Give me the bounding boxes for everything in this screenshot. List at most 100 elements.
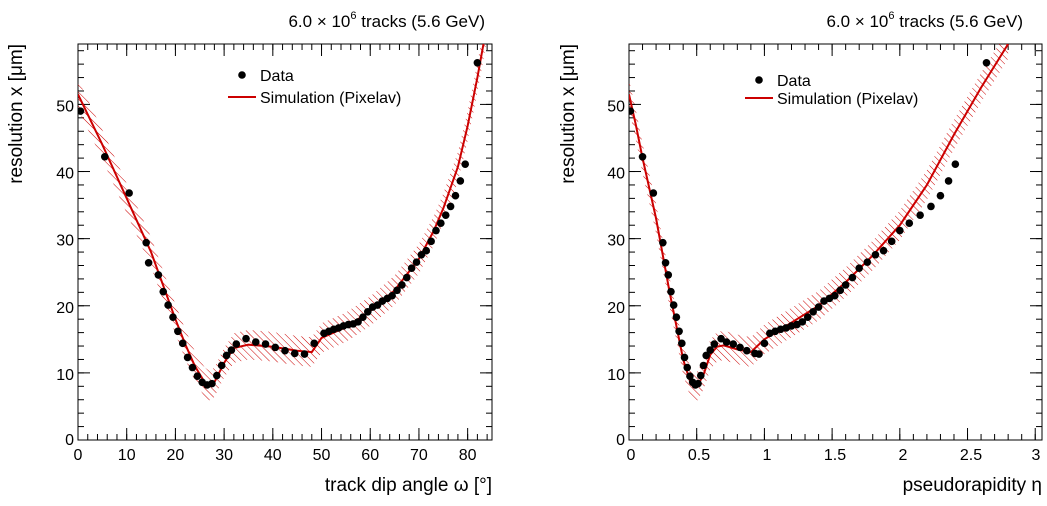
data-point [310,339,319,348]
x-tick-labels: 0 0.5 1 1.5 2 2.5 3 [627,447,1041,464]
data-point [446,202,455,211]
data-point [706,346,715,354]
data-point [887,237,896,246]
data-point [755,350,763,358]
legend-sim-label: Simulation (Pixelav) [260,90,401,107]
plot-marks [78,44,487,401]
legend-data-label: Data [260,68,294,85]
data-point [629,107,635,115]
data-point [169,313,177,321]
data-point [879,246,888,255]
data-point [951,160,960,168]
data-point [281,346,289,355]
panel-dip-angle: 0 10 20 30 40 50 60 70 80 0 10 20 30 40 … [6,10,493,496]
data-point [696,371,705,380]
y-tick-label: 20 [56,300,74,317]
data-point [661,259,670,267]
panel-pseudorapidity: 0 0.5 1 1.5 2 2.5 3 0 10 20 30 40 50 6.0… [558,10,1043,496]
data-point [388,291,396,300]
legend: Data Simulation (Pixelav) [228,68,401,107]
data-point [461,160,470,168]
data-point [916,211,924,219]
x-tick-label: 50 [313,447,331,464]
clipped-marks [629,44,1009,402]
y-tick-labels: 0 10 20 30 40 50 [56,99,74,450]
data-point [100,152,109,161]
data-point [896,226,904,235]
simulation-line [629,44,1009,389]
data-point [359,313,367,321]
data-point [427,237,435,246]
data-point [402,273,411,282]
x-tick-label: 2.5 [960,447,982,464]
data-point [855,264,863,272]
data-point [144,259,153,267]
data-point [193,372,202,381]
y-tick-label: 20 [607,300,625,317]
legend-data-label: Data [777,73,811,90]
data-point [125,189,133,197]
data-point [686,372,694,381]
data-point [142,238,150,247]
data-point [188,363,197,372]
simulation-uncertainty-band [629,44,1009,402]
data-point [944,177,953,185]
data-point [680,353,689,362]
data-point [927,202,935,211]
data-point [638,152,647,161]
x-tick-label: 0.5 [688,447,710,464]
data-point [412,258,421,266]
data-point [437,219,445,228]
data-point [905,219,914,228]
data-point [760,339,769,348]
data-point [217,361,226,370]
data-point [178,339,187,348]
x-tick-label: 1.5 [824,447,846,464]
data-point [154,271,163,279]
data-point [664,271,673,279]
legend-data-marker [238,71,246,79]
data-point [354,318,362,326]
data-point [183,353,192,362]
data-point [678,339,686,348]
grid-ticks [628,44,1042,441]
x-tick-label: 2 [899,447,908,464]
data-point [649,189,658,197]
data-point [803,313,812,321]
x-tick-labels: 0 10 20 30 40 50 60 70 80 [74,447,477,464]
data-point [710,340,719,348]
legend: Data Simulation (Pixelav) [745,73,918,108]
data-point [667,287,675,296]
y-tick-label: 10 [607,367,625,384]
data-point [251,338,260,346]
data-point [222,351,231,360]
y-tick-labels: 0 10 20 30 40 50 [607,99,625,450]
data-point [78,107,85,115]
data-point [422,246,431,255]
plot-frame [77,43,493,441]
data-point [271,343,280,352]
data-point [242,334,250,343]
x-tick-label: 1 [763,447,772,464]
data-point [936,191,945,200]
data-point [836,286,845,295]
x-tick-label: 3 [1032,447,1041,464]
x-tick-label: 0 [74,447,83,464]
data-point [702,351,710,360]
data-point [659,238,667,247]
y-tick-label: 0 [65,432,74,449]
data-point [717,334,725,343]
y-tick-label: 50 [607,99,625,116]
data-point [694,379,702,388]
x-tick-label: 60 [361,447,379,464]
x-tick-label: 80 [459,447,477,464]
data-point [208,379,216,388]
data-point [982,58,991,67]
legend-data-marker [755,76,763,84]
data-point [814,303,823,311]
data-point [675,327,683,336]
data-point [432,226,440,235]
data-point [743,346,751,355]
chart-title: 6.0 × 106 tracks (5.6 GeV) [288,10,485,31]
